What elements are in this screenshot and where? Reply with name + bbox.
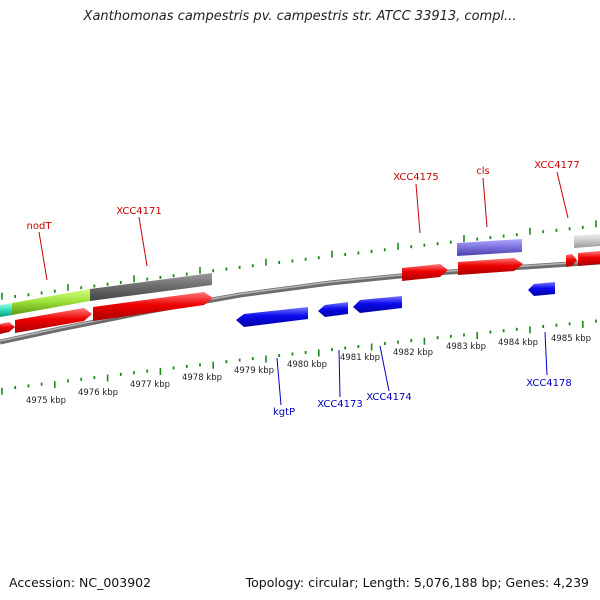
gene-label-XCC4173[interactable]: XCC4173 [317,399,363,410]
accession-text: Accession: NC_003902 [9,575,152,590]
gene-label-leaders [38,171,569,406]
gene-arrow-forward[interactable] [458,258,523,275]
outer-tick-track [1,220,597,300]
scale-label: 4975 kbp [26,396,66,406]
gene-arrow-reverse[interactable] [353,296,402,313]
gene-arrow-reverse[interactable] [236,307,308,327]
scale-label: 4978 kbp [182,373,222,383]
scale-label: 4981 kbp [340,353,380,363]
gene-feature-gray[interactable] [90,273,212,301]
gene-arrow-forward[interactable] [566,254,577,267]
gene-label-XCC4178[interactable]: XCC4178 [526,378,572,389]
gene-label-XCC4174[interactable]: XCC4174 [366,392,412,403]
gene-feature-green[interactable] [12,289,90,315]
gene-feature-cyan[interactable] [0,303,12,317]
gene-arrow-forward[interactable] [15,308,92,333]
gene-label-cls[interactable]: cls [476,166,490,177]
scale-label: 4979 kbp [234,366,274,376]
gene-feature-lightgray[interactable] [574,234,600,248]
gene-arrow-reverse[interactable] [318,302,348,317]
gene-feature-purple[interactable] [457,239,522,256]
scale-label: 4980 kbp [287,360,327,370]
forward-gene-track [0,234,600,334]
genome-backbone [0,259,600,345]
scale-label: 4985 kbp [551,334,591,344]
scale-label: 4976 kbp [78,388,118,398]
page-title: Xanthomonas campestris pv. campestris st… [83,9,517,24]
gene-label-nodT[interactable]: nodT [27,221,53,232]
scale-label: 4983 kbp [446,342,486,352]
gene-label-XCC4177[interactable]: XCC4177 [534,160,580,171]
scale-label: 4984 kbp [498,338,538,348]
gene-arrow-reverse[interactable] [528,282,555,296]
scale-labels: 4975 kbp 4976 kbp 4977 kbp 4978 kbp 4979… [26,334,591,406]
gene-labels: nodT XCC4171 XCC4175 cls XCC4177 kgtP XC… [27,160,580,418]
scale-label: 4977 kbp [130,380,170,390]
gene-arrow-forward[interactable] [0,322,15,334]
gene-label-XCC4175[interactable]: XCC4175 [393,172,439,183]
gene-label-XCC4171[interactable]: XCC4171 [116,206,162,217]
scale-label: 4982 kbp [393,348,433,358]
gene-arrow-forward[interactable] [578,251,600,266]
topology-text: Topology: circular; Length: 5,076,188 bp… [245,575,589,590]
gene-arrow-forward[interactable] [402,264,448,281]
gene-label-kgtP[interactable]: kgtP [273,407,295,418]
reverse-gene-track [236,282,555,327]
gene-arrow-forward[interactable] [93,292,213,321]
inner-tick-track [1,319,597,395]
